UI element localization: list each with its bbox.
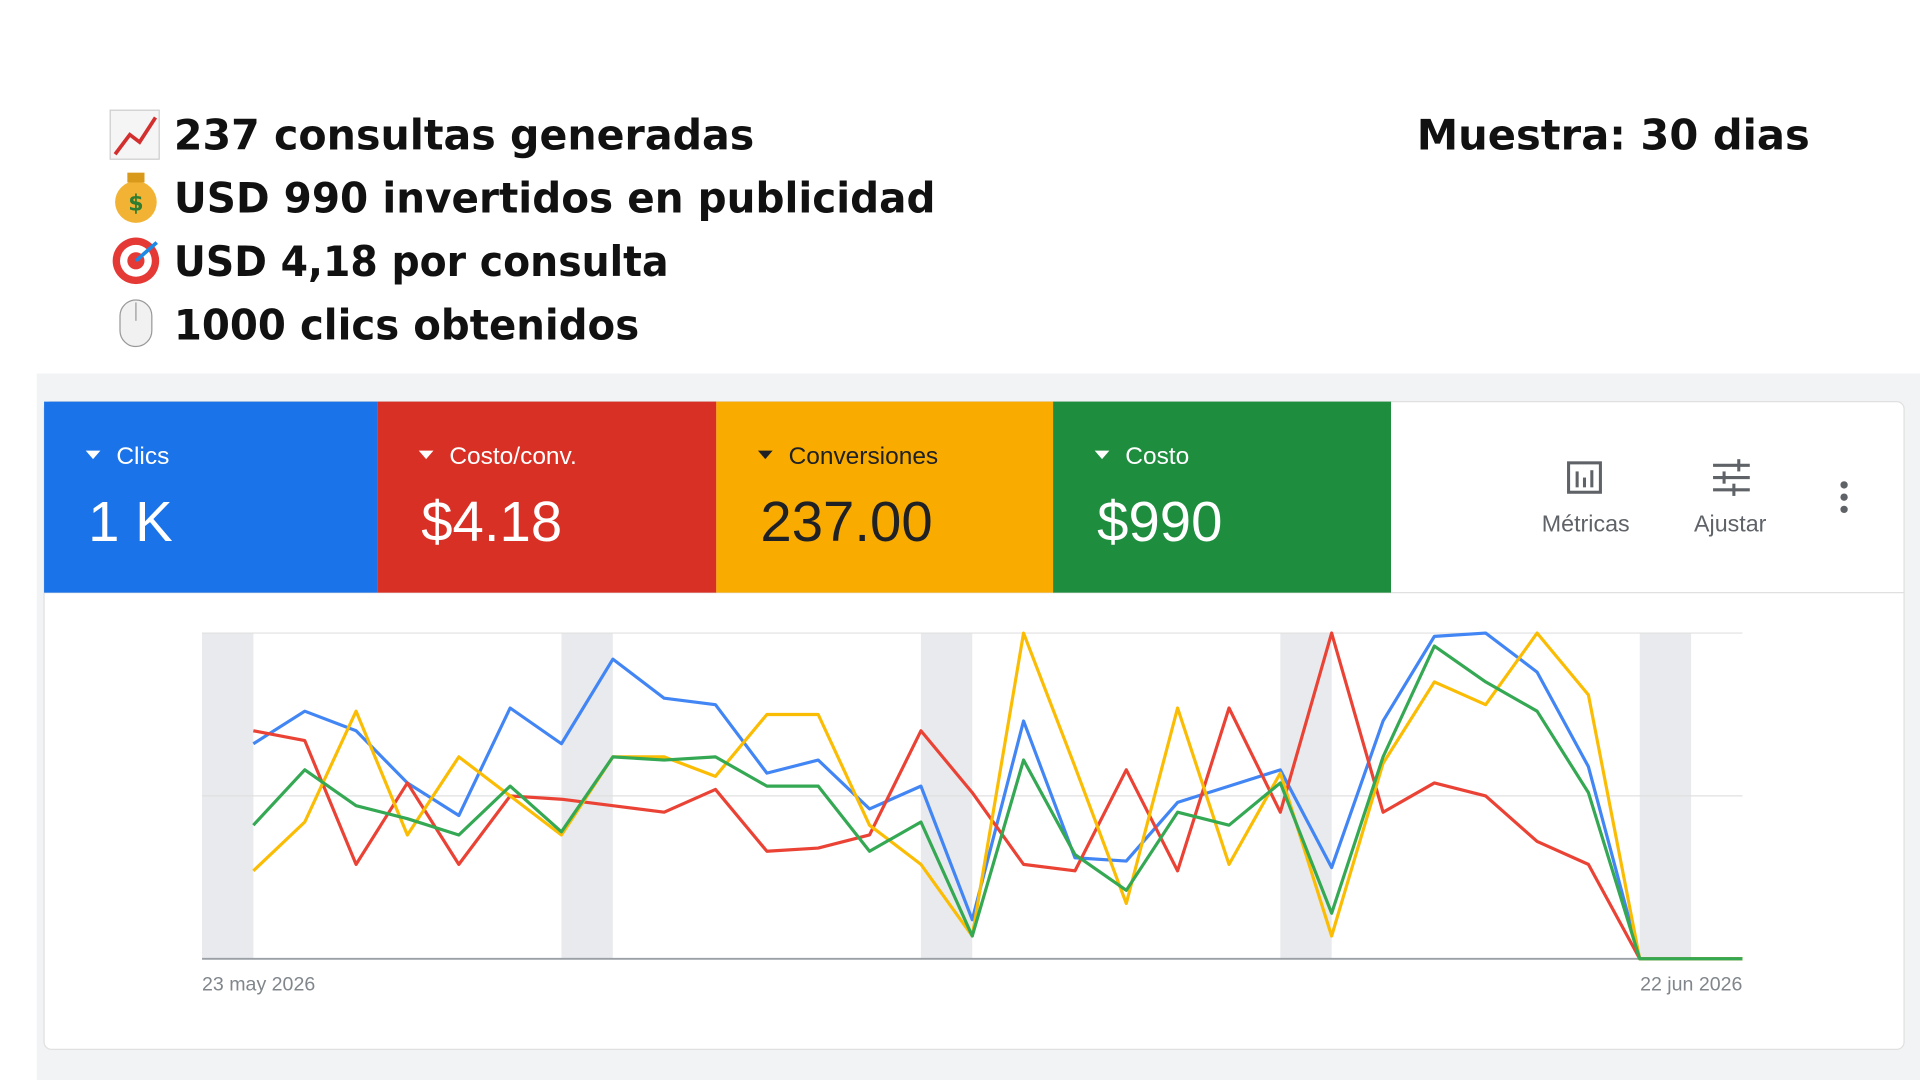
highlight: USD 990 invertidos en publicidad: [174, 174, 936, 223]
series-line: [252, 631, 1743, 961]
highlight: 237 consultas generadas: [174, 110, 754, 159]
scorecard-background: [1053, 401, 1392, 593]
svg-text:$: $: [128, 192, 143, 217]
scorecard-label: Clics: [116, 443, 169, 470]
scorecard[interactable]: Clics 1 K: [44, 401, 378, 593]
scorecard[interactable]: Costo/conv. $4.18: [377, 401, 717, 593]
scorecard[interactable]: Costo $990: [1053, 401, 1392, 593]
icon-target: [112, 237, 160, 285]
scorecard-value: $4.18: [421, 490, 562, 553]
icon-mouse: [119, 299, 153, 348]
scorecard-label: Conversiones: [789, 443, 939, 470]
scorecard-value: 237.00: [760, 490, 932, 553]
scorecard-background: [716, 401, 1054, 593]
dropdown-arrow: [757, 450, 773, 460]
adjust-label: Ajustar: [1694, 510, 1767, 536]
scorecard-background: [44, 401, 378, 593]
scorecard-value: 1 K: [88, 490, 173, 553]
series-line: [252, 631, 1743, 961]
highlight: USD 4,18 por consulta: [174, 237, 669, 286]
scorecard-label: Costo/conv.: [449, 443, 576, 470]
scorecard-label: Costo: [1125, 443, 1189, 470]
highlight: 1000 clics obtenidos: [174, 300, 639, 349]
scorecard-background: [377, 401, 717, 593]
sample-period: Muestra: 30 dias: [1417, 110, 1810, 159]
icon-chart: [109, 109, 160, 160]
scorecard-value: $990: [1097, 490, 1222, 553]
more-menu[interactable]: [1840, 481, 1848, 514]
metrics-button[interactable]: Métricas: [1542, 461, 1630, 537]
series-line: [253, 631, 1743, 961]
x-tick-label: 23 may 2026: [202, 974, 315, 996]
metrics-label: Métricas: [1542, 510, 1630, 536]
x-tick-label: 22 jun 2026: [1640, 974, 1742, 996]
adjust-button[interactable]: Ajustar: [1694, 459, 1767, 536]
dropdown-arrow: [85, 450, 101, 460]
series-line: [252, 644, 1743, 961]
dropdown-arrow: [1094, 450, 1110, 460]
scorecard[interactable]: Conversiones 237.00: [716, 401, 1054, 593]
icon-money-bag: $: [115, 172, 157, 223]
dropdown-arrow: [418, 450, 434, 460]
